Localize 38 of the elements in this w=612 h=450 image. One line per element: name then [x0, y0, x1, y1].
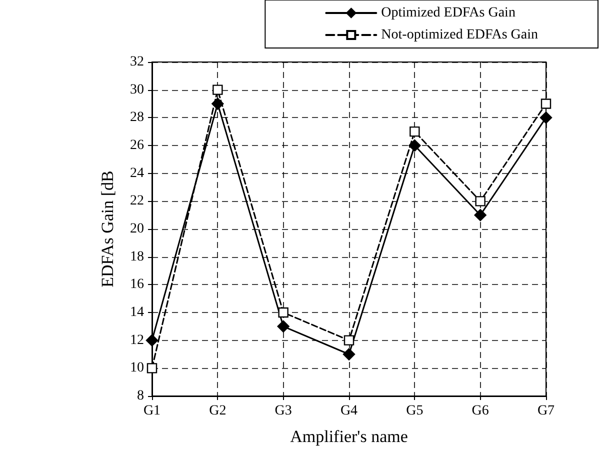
y-tick-label: 24: [130, 166, 144, 181]
y-tick-label: 28: [130, 110, 144, 126]
point: [278, 307, 288, 318]
x-tick-label: G3: [274, 404, 292, 418]
x-axis-title: Amplifier's name: [290, 427, 408, 446]
point: [540, 112, 552, 124]
y-tick-label: 22: [130, 194, 144, 209]
point: [277, 320, 290, 333]
y-tick-label: 16: [130, 277, 144, 292]
point: [342, 348, 356, 360]
y-tick-label: 32: [130, 54, 144, 70]
y-tick-label: 18: [130, 249, 144, 264]
point: [408, 139, 421, 152]
point: [146, 334, 158, 346]
x-tick-label: G2: [209, 404, 226, 418]
y-tick-label: 14: [130, 305, 144, 320]
y-tick-label: 8: [137, 388, 144, 404]
point: [212, 84, 223, 95]
x-tick-label: G4: [340, 404, 358, 418]
x-tick-label: G5: [406, 404, 424, 418]
point: [475, 196, 486, 206]
x-tick-label: G6: [472, 404, 489, 418]
y-tick-label: 12: [130, 332, 144, 348]
point: [410, 126, 420, 137]
x-tick-label: G7: [537, 404, 555, 418]
legend-label: Optimized EDFAs Gain: [381, 6, 516, 20]
point: [540, 98, 552, 109]
y-axis-title: EDFAs Gain [dB: [98, 170, 117, 288]
y-tick-label: 30: [130, 82, 144, 98]
legend-label: Not-optimized EDFAs Gain: [381, 28, 538, 42]
y-tick-label: 10: [130, 360, 144, 376]
point: [474, 208, 486, 222]
y-tick-label: 26: [130, 138, 144, 153]
point: [212, 98, 224, 110]
point: [344, 335, 354, 346]
point: [146, 363, 158, 374]
x-tick-label: G1: [143, 404, 161, 418]
y-tick-label: 20: [130, 222, 144, 236]
